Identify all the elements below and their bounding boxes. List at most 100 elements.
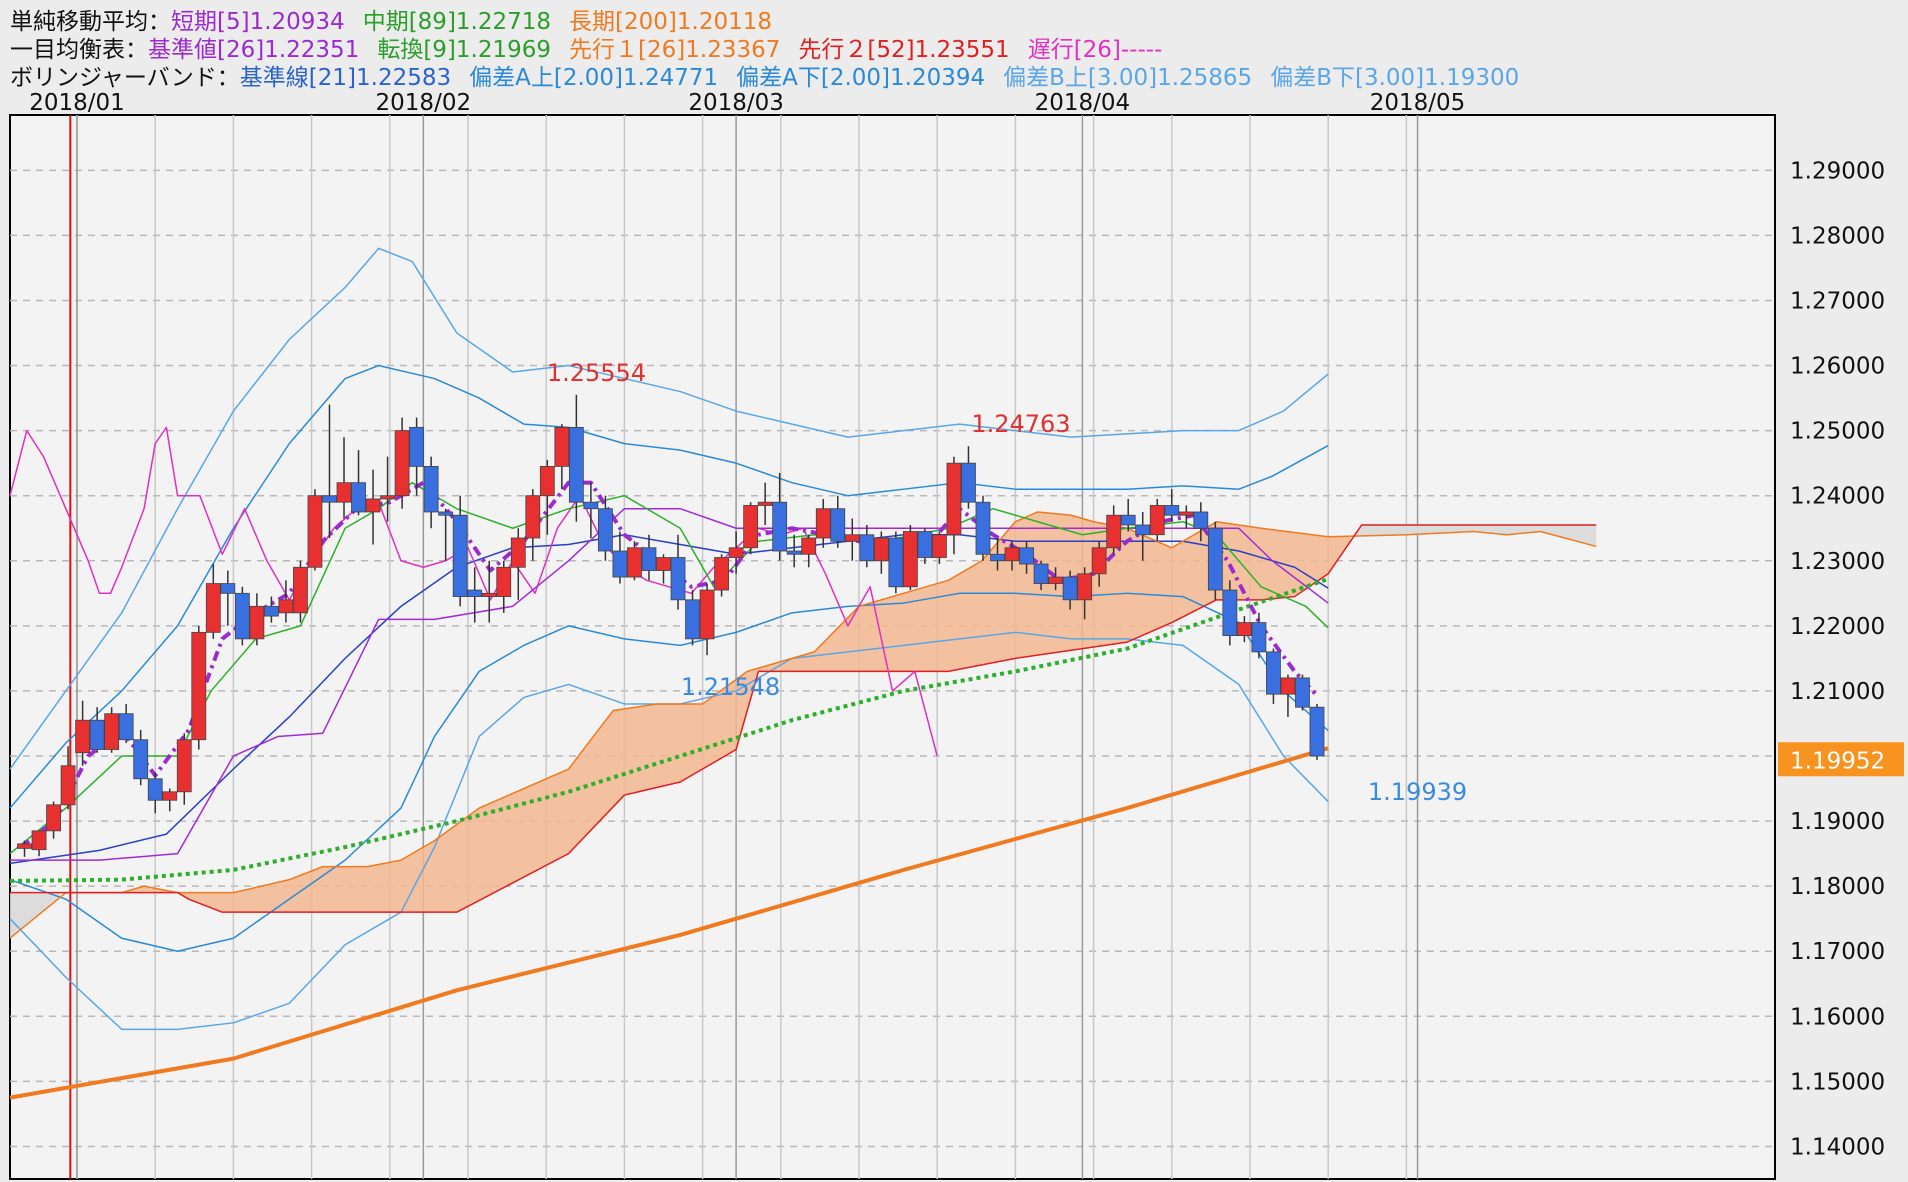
- series-line: [9, 592, 1329, 952]
- candle-down: [670, 534, 686, 610]
- candle-up: [176, 733, 192, 805]
- candle-body: [728, 547, 744, 558]
- candle-down: [89, 707, 105, 753]
- current-price-box: [1778, 742, 1904, 777]
- candle-up: [1106, 505, 1122, 555]
- candle-body: [46, 804, 61, 832]
- candle-body: [583, 501, 599, 510]
- candle-down: [990, 537, 1005, 571]
- candle-body: [278, 599, 294, 614]
- candle-body: [191, 631, 207, 741]
- candle-down: [685, 590, 700, 646]
- candle-body: [830, 508, 846, 542]
- price-annotation: 1.24763: [971, 410, 1070, 438]
- series-line: [9, 247, 1329, 770]
- candle-body: [1120, 514, 1136, 526]
- candle-up: [946, 456, 962, 555]
- y-tick-label: 1.21000: [1790, 679, 1885, 705]
- candle-body: [104, 713, 120, 750]
- candle-body: [801, 537, 817, 555]
- candle-body: [365, 498, 381, 513]
- candle-body: [60, 765, 76, 806]
- legend-item: 先行１[26]1.23367: [569, 37, 781, 63]
- x-tick-label: 2018/04: [1035, 90, 1131, 116]
- cloud-bearish: [1356, 524, 1597, 547]
- series-line: [9, 511, 1597, 939]
- candle-up: [1178, 505, 1194, 529]
- candle-body: [598, 508, 613, 552]
- price-annotation: 1.25554: [547, 359, 646, 387]
- candle-up: [699, 583, 715, 656]
- candle-body: [249, 605, 265, 640]
- candle-up: [902, 524, 918, 591]
- candle-body: [888, 537, 904, 588]
- candle-up: [481, 560, 497, 623]
- candle-up: [510, 528, 526, 600]
- candle-body: [336, 482, 352, 503]
- candle-down: [423, 456, 439, 529]
- candle-down: [322, 404, 337, 538]
- candle-up: [191, 625, 207, 750]
- candle-body: [844, 534, 860, 542]
- candle-body: [496, 566, 512, 597]
- candle-body: [946, 462, 962, 536]
- x-tick-label: 2018/02: [376, 90, 472, 116]
- candle-body: [612, 550, 628, 578]
- candle-up: [844, 518, 860, 561]
- candle-body: [1106, 514, 1122, 549]
- candle-body: [627, 547, 642, 578]
- candle-up: [60, 746, 76, 810]
- candle-body: [220, 583, 236, 594]
- candle-body: [17, 843, 32, 849]
- candle-body: [351, 482, 366, 513]
- series-line: [9, 577, 1329, 883]
- candle-body: [394, 430, 410, 497]
- price-annotation: 1.21548: [681, 673, 780, 701]
- current-price-marker: 1.19952: [1778, 742, 1904, 777]
- y-tick-label: 1.16000: [1790, 1004, 1885, 1030]
- series-line: [9, 746, 1329, 1100]
- candle-body: [714, 557, 729, 591]
- y-tick-label: 1.29000: [1790, 158, 1885, 184]
- candle-body: [685, 599, 700, 640]
- candle-down: [147, 772, 163, 814]
- candle-body: [481, 592, 497, 597]
- legend-item: 偏差B下[3.00]1.19300: [1270, 65, 1520, 91]
- candle-body: [554, 426, 570, 467]
- candle-up: [932, 531, 947, 565]
- candle-up: [293, 560, 308, 623]
- candle-body: [525, 495, 541, 539]
- candle-body: [757, 501, 773, 506]
- price-annotations: 1.25554 1.24763 1.21548 1.19939: [547, 359, 1467, 806]
- candle-up: [31, 830, 47, 857]
- candle-body: [1048, 576, 1063, 584]
- candle-up: [757, 482, 773, 525]
- x-axis: 2018/01 2018/02 2018/03 2018/04 2018/05: [29, 90, 1465, 116]
- candle-body: [786, 550, 802, 555]
- candle-up: [394, 417, 410, 509]
- candle-up: [1236, 616, 1252, 643]
- candle-up: [307, 489, 323, 571]
- candle-body: [1019, 547, 1034, 565]
- legend-item: 長期[200]1.20118: [569, 9, 772, 35]
- candle-down: [1135, 511, 1151, 561]
- candle-up: [1091, 541, 1107, 587]
- candle-body: [293, 566, 308, 614]
- candle-down: [975, 495, 991, 561]
- grid-lines: [10, 115, 1775, 1179]
- candle-body: [263, 605, 279, 617]
- candle-up: [380, 456, 395, 522]
- candle-down: [612, 531, 628, 584]
- candle-body: [990, 553, 1005, 562]
- candle-up: [1004, 541, 1020, 571]
- candles: [17, 394, 1325, 857]
- candle-down: [568, 394, 584, 522]
- candle-down: [1033, 560, 1049, 591]
- candle-body: [1266, 651, 1281, 695]
- current-price-label: 1.19952: [1790, 748, 1885, 774]
- candle-up: [496, 560, 512, 613]
- candle-down: [1193, 502, 1209, 542]
- candle-down: [830, 495, 846, 548]
- candle-body: [467, 589, 483, 597]
- candle-body: [89, 719, 105, 750]
